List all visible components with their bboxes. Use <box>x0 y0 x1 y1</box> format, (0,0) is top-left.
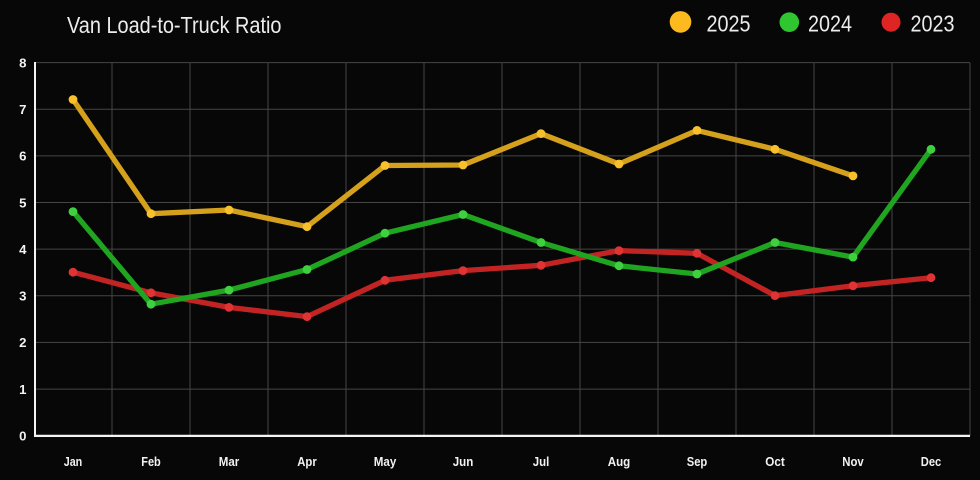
svg-text:5: 5 <box>19 195 26 210</box>
svg-text:8: 8 <box>19 55 26 70</box>
svg-text:7: 7 <box>19 102 26 117</box>
svg-text:May: May <box>374 454 397 469</box>
svg-text:Sep: Sep <box>687 454 708 469</box>
svg-text:2023: 2023 <box>911 11 955 37</box>
svg-text:0: 0 <box>19 429 26 444</box>
svg-text:6: 6 <box>19 149 26 164</box>
svg-text:Mar: Mar <box>219 454 240 469</box>
svg-text:2025: 2025 <box>707 11 751 37</box>
svg-text:Jan: Jan <box>64 454 83 469</box>
svg-text:2: 2 <box>19 335 26 350</box>
svg-text:Aug: Aug <box>608 454 631 469</box>
svg-text:Dec: Dec <box>921 454 942 469</box>
svg-text:1: 1 <box>19 382 26 397</box>
svg-text:Van Load-to-Truck Ratio: Van Load-to-Truck Ratio <box>67 12 282 38</box>
svg-text:Oct: Oct <box>765 454 785 469</box>
svg-text:Nov: Nov <box>842 454 864 469</box>
svg-text:Jun: Jun <box>453 454 474 469</box>
svg-text:2024: 2024 <box>808 11 852 37</box>
svg-text:Jul: Jul <box>533 454 550 469</box>
svg-text:3: 3 <box>19 289 26 304</box>
svg-text:Feb: Feb <box>141 454 161 469</box>
svg-text:Apr: Apr <box>297 454 317 469</box>
svg-text:4: 4 <box>19 242 27 257</box>
